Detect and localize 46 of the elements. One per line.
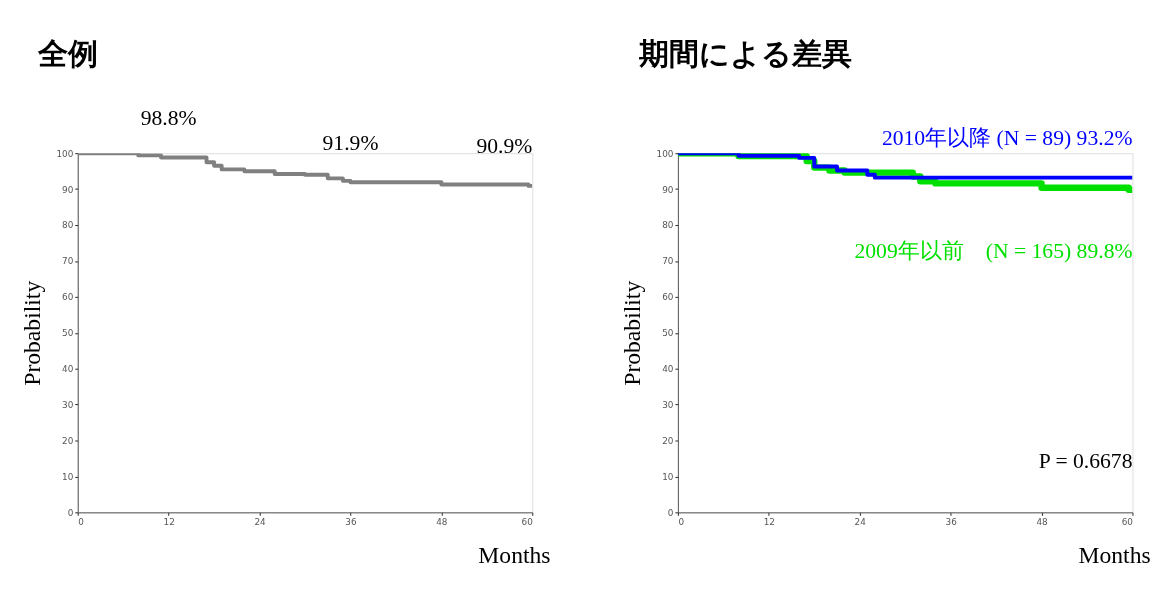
x-tick-label: 24 <box>254 516 267 527</box>
annotation: P = 0.6678 <box>1038 449 1133 474</box>
y-tick-label: 20 <box>662 435 674 446</box>
x-tick-label: 60 <box>521 516 534 527</box>
text: 2009年以前 (N = 165) 89.8% <box>854 238 1133 263</box>
x-tick-label: 48 <box>1036 516 1049 527</box>
y-tick-label: 10 <box>62 471 74 482</box>
y-axis-title: Probability <box>618 280 645 386</box>
y-tick-label: 0 <box>67 507 74 518</box>
y-tick-label: 70 <box>662 256 674 267</box>
y-tick-label: 30 <box>62 400 74 411</box>
x-tick-label: 0 <box>78 516 85 527</box>
annotation: 90.9% <box>476 134 533 159</box>
x-tick-label: 0 <box>678 516 685 527</box>
x-tick-label: 48 <box>436 516 448 527</box>
y-tick-label: 50 <box>62 328 74 339</box>
chart-title: 期間による差異 <box>637 36 852 71</box>
y-tick-label: 0 <box>667 507 674 518</box>
y-tick-label: 60 <box>662 292 674 303</box>
y-tick-label: 100 <box>656 148 674 159</box>
y-tick-label: 20 <box>62 435 74 446</box>
x-tick-label: 24 <box>854 516 867 527</box>
y-tick-label: 90 <box>62 184 74 195</box>
x-axis-title: Months <box>478 542 551 569</box>
annotation: 98.8% <box>140 106 197 131</box>
y-tick-label: 40 <box>662 364 674 375</box>
y-tick-label: 30 <box>662 400 674 411</box>
y-tick-label: 50 <box>662 328 674 339</box>
x-tick-label: 60 <box>1121 516 1134 527</box>
x-tick-label: 12 <box>763 516 775 527</box>
chart-title: 全例 <box>37 36 99 71</box>
y-tick-label: 80 <box>62 220 74 231</box>
series-label: 2010年以降 (N = 89) 93.2% <box>881 126 1133 151</box>
y-tick-label: 100 <box>56 148 74 159</box>
y-tick-label: 60 <box>62 292 74 303</box>
x-axis-title: Months <box>1078 542 1151 569</box>
x-tick-label: 36 <box>945 516 958 527</box>
y-tick-label: 10 <box>662 471 674 482</box>
y-tick-label: 70 <box>62 256 74 267</box>
annotation: 91.9% <box>322 130 379 155</box>
y-axis-title: Probability <box>18 280 45 386</box>
x-tick-label: 36 <box>345 516 357 527</box>
y-tick-label: 80 <box>662 220 674 231</box>
y-tick-label: 90 <box>662 184 674 195</box>
x-tick-label: 12 <box>163 516 175 527</box>
y-tick-label: 40 <box>62 364 74 375</box>
